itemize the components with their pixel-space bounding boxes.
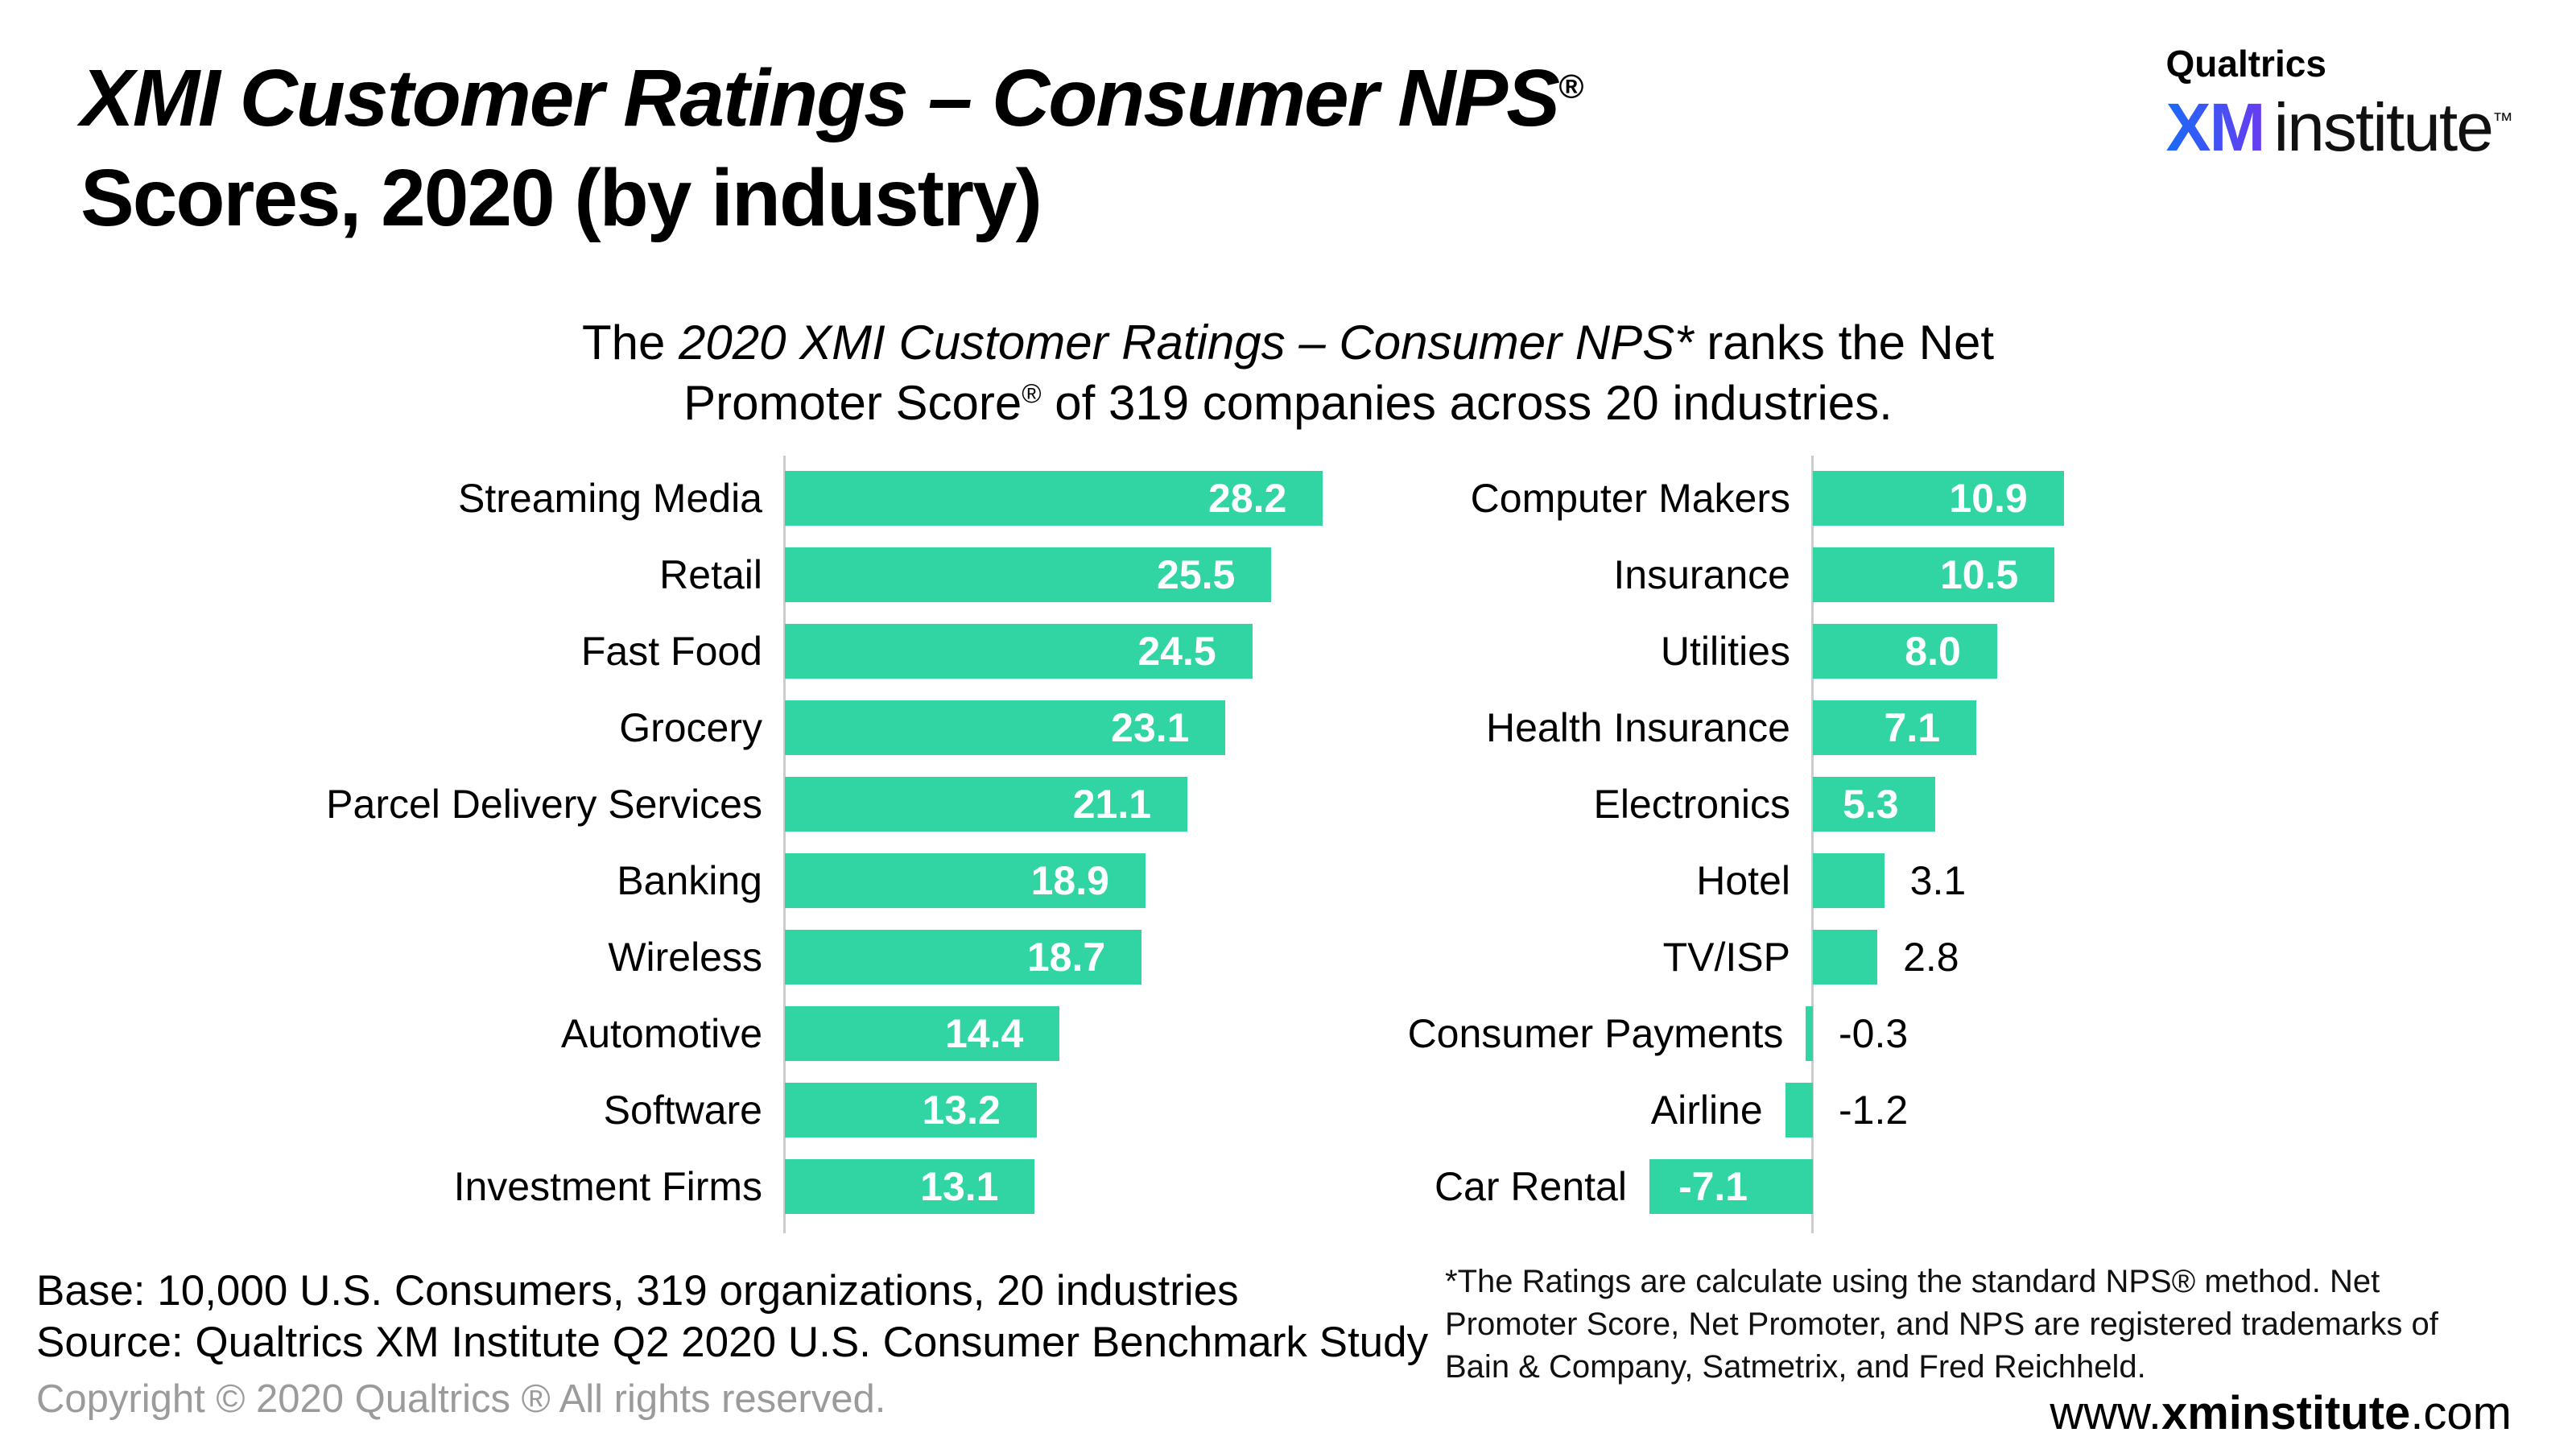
registered-mark: ® <box>1022 378 1042 408</box>
axis-line <box>783 456 786 1233</box>
category-label-fast-food: Fast Food <box>580 629 762 674</box>
category-label-parcel-delivery-services: Parcel Delivery Services <box>326 782 762 827</box>
page-title-line2: Scores, 2020 (by industry) <box>80 153 1042 243</box>
chart-panel-right: Computer Makers 10.9 Insurance 10.5 Utilitie… <box>1368 456 2576 1233</box>
trademark-symbol: ™ <box>2492 108 2513 132</box>
value-label-parcel-delivery-services: 21.1 <box>1072 782 1152 827</box>
category-label-utilities: Utilities <box>1660 629 1790 674</box>
category-label-grocery: Grocery <box>619 705 762 750</box>
bar-car-rental <box>1649 1159 1813 1214</box>
bar-automotive <box>785 1006 1060 1061</box>
qualtrics-wordmark: Qualtrics <box>2165 43 2326 85</box>
value-label-car-rental: -7.1 <box>1678 1164 1748 1209</box>
subtitle-prefix: The <box>581 316 679 369</box>
category-label-car-rental: Car Rental <box>1434 1164 1627 1209</box>
website-domain: xminstitute <box>2161 1387 2411 1439</box>
website-link: www.xminstitute.com <box>2050 1386 2512 1440</box>
bar-health-insurance <box>1813 700 1977 755</box>
bar-electronics <box>1813 777 1935 832</box>
value-label-electronics: 5.3 <box>1843 782 1899 827</box>
bar-consumer-payments <box>1806 1006 1813 1061</box>
category-label-automotive: Automotive <box>560 1011 762 1056</box>
bar-retail <box>785 547 1272 602</box>
axis-line <box>1811 456 1814 1233</box>
category-label-hotel: Hotel <box>1696 858 1790 903</box>
category-label-retail: Retail <box>659 552 762 597</box>
nps-bar-charts: Streaming Media 28.2 Retail 25.5 Fast Food 24… <box>0 456 2576 1233</box>
category-label-tv-isp: TV/ISP <box>1662 935 1790 980</box>
value-label-fast-food: 24.5 <box>1137 629 1216 674</box>
page-title: XMI Customer Ratings – Consumer NPS® Sco… <box>80 48 1583 248</box>
bar-airline <box>1785 1083 1813 1137</box>
xm-wordmark: XM <box>2165 89 2266 165</box>
value-label-software: 13.2 <box>922 1088 1001 1133</box>
value-label-grocery: 23.1 <box>1111 705 1190 750</box>
nps-method-footnote: *The Ratings are calculate using the sta… <box>1445 1264 2438 1385</box>
website-suffix: .com <box>2410 1387 2512 1439</box>
category-label-wireless: Wireless <box>608 935 762 980</box>
category-label-insurance: Insurance <box>1613 552 1790 597</box>
institute-wordmark: institute <box>2273 89 2494 165</box>
value-label-retail: 25.5 <box>1157 552 1236 597</box>
bar-insurance <box>1813 547 2055 602</box>
value-label-streaming-media: 28.2 <box>1208 476 1287 521</box>
value-label-computer-makers: 10.9 <box>1949 476 2028 521</box>
chart-subtitle: The 2020 XMI Customer Ratings – Consumer… <box>0 312 2576 433</box>
bar-utilities <box>1813 624 1997 679</box>
value-label-automotive: 14.4 <box>944 1011 1024 1056</box>
category-label-computer-makers: Computer Makers <box>1470 476 1790 521</box>
category-label-banking: Banking <box>617 858 762 903</box>
value-label-investment-firms: 13.1 <box>920 1164 999 1209</box>
category-label-streaming-media: Streaming Media <box>458 476 762 521</box>
subtitle-suffix: ranks the Net <box>1693 316 1995 369</box>
category-label-health-insurance: Health Insurance <box>1485 705 1790 750</box>
xm-institute-wordmark: XM institute™ <box>2165 89 2514 167</box>
category-label-consumer-payments: Consumer Payments <box>1407 1011 1784 1056</box>
value-label-wireless: 18.7 <box>1026 935 1106 980</box>
bar-computer-makers <box>1813 471 2064 526</box>
xm-institute-logo: Qualtrics XM institute™ <box>2165 42 2514 167</box>
bar-wireless <box>785 930 1142 985</box>
footer-notes: Base: 10,000 U.S. Consumers, 319 organiz… <box>36 1265 1428 1425</box>
bar-hotel <box>1813 853 1885 908</box>
bar-investment-firms <box>785 1159 1035 1214</box>
bar-fast-food <box>785 624 1253 679</box>
value-label-tv-isp: 2.8 <box>1903 935 1959 980</box>
page-title-line1-text: XMI Customer Ratings – Consumer NPS <box>80 53 1560 143</box>
bar-banking <box>785 853 1146 908</box>
value-label-banking: 18.9 <box>1030 858 1109 903</box>
website-prefix: www. <box>2050 1387 2161 1439</box>
value-label-insurance: 10.5 <box>1939 552 2019 597</box>
chart-panel-left: Streaming Media 28.2 Retail 25.5 Fast Food 24… <box>0 456 1368 1233</box>
category-label-investment-firms: Investment Firms <box>453 1164 762 1209</box>
category-label-airline: Airline <box>1650 1088 1763 1133</box>
bar-tv-isp <box>1813 930 1878 985</box>
value-label-utilities: 8.0 <box>1905 629 1961 674</box>
subtitle-italic: 2020 XMI Customer Ratings – Consumer NPS… <box>679 316 1694 369</box>
value-label-health-insurance: 7.1 <box>1884 705 1941 750</box>
value-label-consumer-payments: -0.3 <box>1839 1011 1909 1056</box>
chart-subtitle-line2: Promoter Score® of 319 companies across … <box>0 373 2576 433</box>
subtitle-line2-text: Promoter Score <box>683 376 1022 430</box>
page-title-line1: XMI Customer Ratings – Consumer NPS® <box>80 48 1583 148</box>
subtitle-line2-rest: of 319 companies across 20 industries. <box>1041 376 1893 430</box>
value-label-airline: -1.2 <box>1839 1088 1909 1133</box>
chart-subtitle-line1: The 2020 XMI Customer Ratings – Consumer… <box>0 312 2576 373</box>
source-note: Source: Qualtrics XM Institute Q2 2020 U… <box>36 1319 1429 1366</box>
bar-streaming-media <box>785 471 1323 526</box>
registered-mark: ® <box>1558 67 1583 105</box>
base-note: Base: 10,000 U.S. Consumers, 319 organiz… <box>36 1267 1239 1315</box>
bar-software <box>785 1083 1037 1137</box>
copyright-note: Copyright © 2020 Qualtrics ® All rights … <box>36 1377 886 1421</box>
bar-parcel-delivery-services <box>785 777 1188 832</box>
category-label-software: Software <box>603 1088 762 1133</box>
value-label-hotel: 3.1 <box>1909 858 1967 903</box>
category-label-electronics: Electronics <box>1593 782 1790 827</box>
bar-grocery <box>785 700 1226 755</box>
